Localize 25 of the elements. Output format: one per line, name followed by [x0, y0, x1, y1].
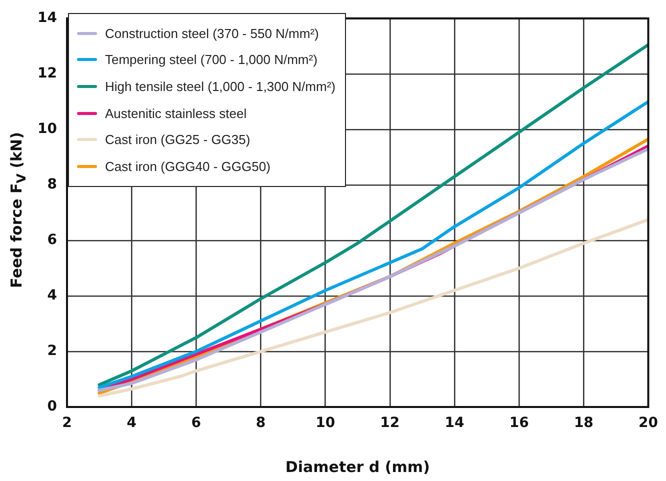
x-tick-label: 8 — [256, 415, 266, 432]
x-tick-label: 12 — [380, 415, 400, 432]
y-tick-label: 2 — [47, 343, 57, 360]
y-tick-label: 12 — [38, 66, 57, 82]
x-tick-label: 16 — [509, 415, 529, 432]
y-tick-label: 0 — [47, 398, 58, 415]
y-tick-label: 14 — [38, 10, 58, 26]
x-tick-label: 18 — [574, 415, 594, 432]
x-tick-label: 14 — [444, 415, 465, 432]
y-tick-label: 6 — [47, 232, 57, 248]
x-tick-label: 20 — [638, 415, 658, 432]
x-tick-label: 2 — [62, 415, 72, 432]
y-tick-label: 8 — [47, 176, 57, 193]
legend-label: Cast iron (GG25 - GG35) — [105, 132, 250, 148]
legend-label: High tensile steel (1,000 - 1,300 N/mm²) — [105, 78, 336, 94]
legend-label: Tempering steel (700 - 1,000 N/mm²) — [105, 52, 318, 68]
legend-label: Construction steel (370 - 550 N/mm²) — [105, 26, 319, 41]
legend-label: Cast iron (GGG40 - GGG50) — [105, 158, 270, 174]
x-tick-label: 4 — [126, 415, 137, 432]
x-tick-label: 10 — [316, 415, 336, 432]
y-tick-label: 4 — [47, 288, 58, 304]
legend-label: Austenitic stainless steel — [105, 106, 247, 121]
y-tick-label: 10 — [38, 121, 58, 138]
x-tick-label: 6 — [191, 415, 202, 432]
x-axis-title: Diameter d (mm) — [285, 458, 430, 476]
